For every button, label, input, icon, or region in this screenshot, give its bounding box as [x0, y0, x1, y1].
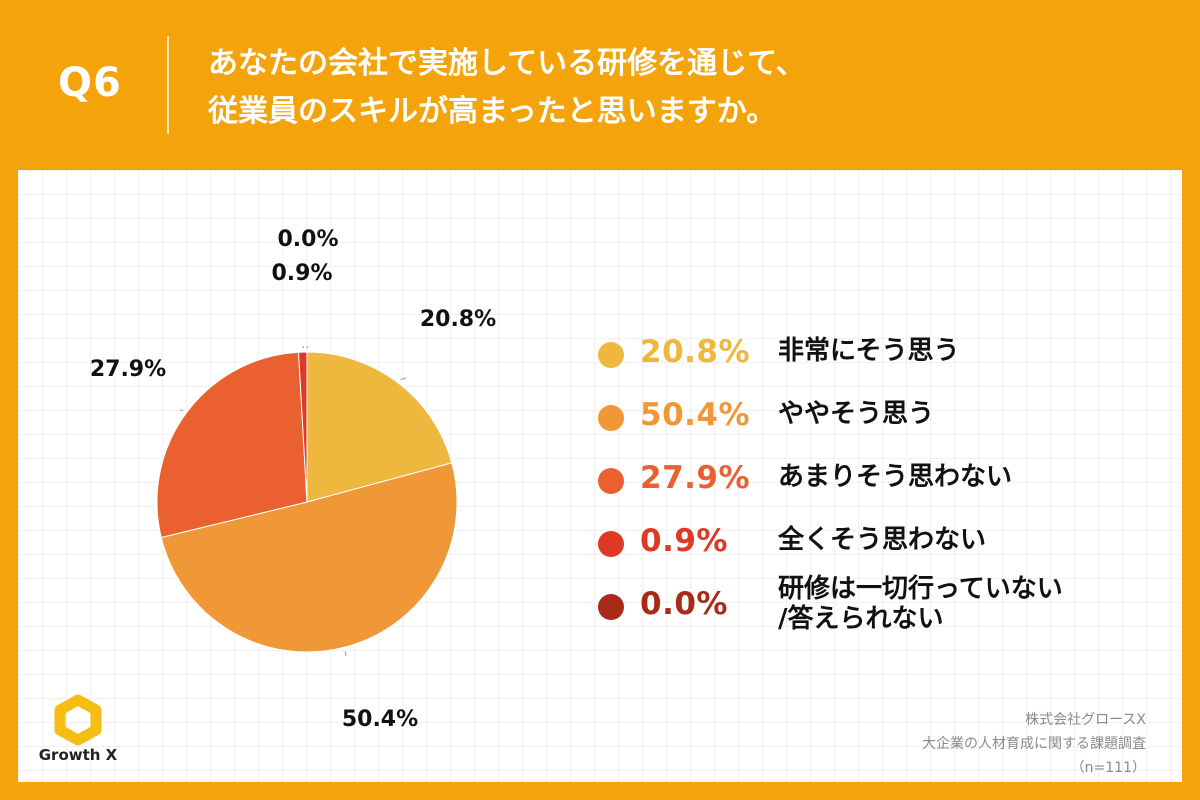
slice-data-label: 20.8% — [420, 307, 496, 332]
legend-item: 20.8% 非常にそう思う — [598, 328, 1158, 391]
source-sample: （n=111） — [1070, 760, 1146, 776]
slice-data-label: 0.0% — [277, 227, 338, 252]
pie-slice — [297, 351, 308, 503]
pie-slice — [156, 351, 308, 539]
legend-percent: 0.9% — [640, 523, 728, 559]
slice-data-label: 0.9% — [271, 261, 332, 286]
legend-item: 0.0% 研修は一切行っていない /答えられない — [598, 574, 1158, 643]
legend-item: 0.9% 全くそう思わない — [598, 517, 1158, 580]
source-survey: 大企業の人材育成に関する課題調査 — [922, 736, 1146, 752]
pie-slice — [306, 351, 453, 503]
legend-label: ややそう思う — [778, 399, 934, 429]
growthx-logo-icon — [54, 694, 102, 746]
source-note: 株式会社グロースX 大企業の人材育成に関する課題調査 （n=111） — [922, 708, 1146, 780]
question-title: あなたの会社で実施している研修を通じて、 従業員のスキルが高まったと思いますか。 — [208, 40, 1168, 136]
legend-label: 研修は一切行っていない /答えられない — [778, 574, 1063, 634]
question-number: Q6 — [58, 60, 122, 106]
legend-label: 全くそう思わない — [778, 525, 986, 555]
question-title-line-1: あなたの会社で実施している研修を通じて、 — [208, 46, 806, 81]
leader-line — [306, 345, 309, 349]
slice-data-label: 27.9% — [90, 357, 166, 382]
leader-line — [400, 377, 407, 381]
legend-dot-icon — [598, 342, 624, 368]
legend: 20.8% 非常にそう思う 50.4% ややそう思う 27.9% あまりそう思わ… — [598, 328, 1158, 643]
legend-dot-icon — [598, 468, 624, 494]
legend-percent: 50.4% — [640, 397, 751, 433]
legend-percent: 20.8% — [640, 334, 751, 370]
legend-item: 27.9% あまりそう思わない — [598, 454, 1158, 517]
question-title-line-2: 従業員のスキルが高まったと思いますか。 — [208, 94, 777, 129]
legend-label: あまりそう思わない — [778, 462, 1012, 492]
legend-label-line: 全くそう思わない — [778, 525, 987, 555]
header: Q6 あなたの会社で実施している研修を通じて、 従業員のスキルが高まったと思いま… — [0, 0, 1200, 170]
legend-label-line: 研修は一切行っていない — [778, 574, 1063, 604]
legend-dot-icon — [598, 594, 624, 620]
legend-label-line: ややそう思う — [778, 399, 935, 429]
legend-dot-icon — [598, 531, 624, 557]
legend-percent: 0.0% — [640, 586, 728, 622]
legend-label-line: あまりそう思わない — [778, 462, 1013, 492]
leader-line — [344, 651, 347, 657]
slice-data-label: 50.4% — [342, 707, 418, 732]
source-company: 株式会社グロースX — [1025, 712, 1146, 728]
legend-label: 非常にそう思う — [778, 336, 959, 366]
legend-dot-icon — [598, 405, 624, 431]
legend-item: 50.4% ややそう思う — [598, 391, 1158, 454]
chart-panel: 20.8% 50.4% 27.9% 0.9% 0.0% 20.8% 非常にそう思う 50… — [18, 170, 1182, 782]
legend-percent: 27.9% — [640, 460, 751, 496]
leader-line — [302, 345, 305, 349]
legend-label-line: /答えられない — [778, 604, 944, 634]
legend-label-line: 非常にそう思う — [778, 336, 960, 366]
pie-slice — [160, 462, 458, 653]
logo-text: Growth X — [38, 746, 118, 764]
header-divider — [167, 36, 169, 134]
pie-chart: 20.8% 50.4% 27.9% 0.9% 0.0% — [90, 227, 496, 732]
